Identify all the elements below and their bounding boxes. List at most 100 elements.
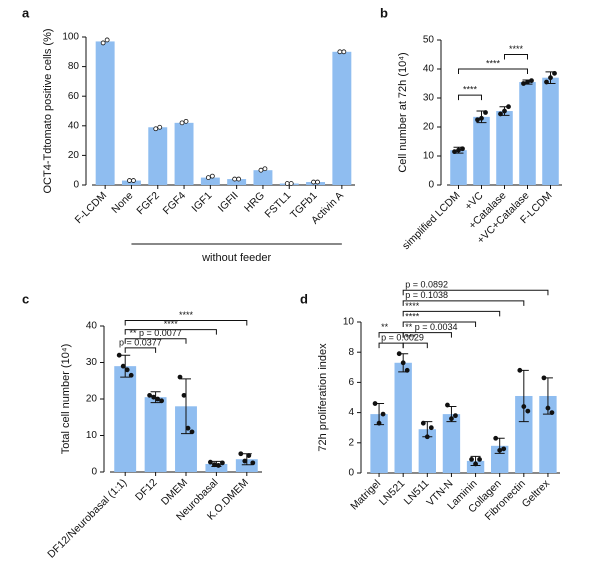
- data-point: [376, 420, 382, 426]
- panel-label: d: [300, 291, 308, 306]
- data-point: [124, 367, 130, 373]
- data-point: [179, 120, 185, 126]
- data-point: [262, 166, 268, 172]
- data-point: [498, 111, 503, 117]
- y-tick-label: 30: [86, 357, 98, 368]
- y-tick-label: 20: [86, 394, 98, 405]
- bar: [496, 111, 513, 185]
- significance-label: ****: [463, 84, 478, 94]
- x-tick-label: simplified LCDM: [400, 190, 463, 253]
- data-point: [242, 458, 248, 464]
- data-point: [341, 49, 347, 55]
- y-tick-label: 60: [68, 91, 80, 102]
- y-tick-label: 4: [348, 407, 354, 418]
- bar: [95, 41, 115, 185]
- significance-bracket: [378, 342, 404, 349]
- y-tick-label: 40: [423, 64, 435, 75]
- data-point: [246, 453, 252, 458]
- bar: [491, 445, 509, 473]
- significance-bracket: [402, 300, 525, 306]
- y-tick-label: 10: [423, 151, 435, 162]
- significance-label: p = 0.1038: [405, 290, 448, 300]
- significance-label: p = 0.0029: [381, 333, 424, 343]
- x-tick-label: Geltrex: [520, 477, 553, 510]
- panel-label: b: [380, 5, 388, 20]
- data-point: [475, 117, 480, 123]
- data-point: [185, 425, 191, 431]
- bar: [466, 460, 485, 473]
- data-point: [147, 392, 153, 398]
- y-tick-label: 20: [68, 150, 80, 161]
- data-point: [501, 446, 507, 452]
- data-point: [525, 408, 531, 414]
- y-tick-label: 30: [423, 93, 435, 104]
- data-point: [460, 146, 465, 152]
- significance-bracket: [124, 320, 248, 326]
- y-tick-label: 40: [86, 321, 98, 332]
- data-point: [497, 447, 503, 453]
- data-point: [131, 178, 136, 183]
- data-point: [337, 49, 343, 55]
- data-point: [549, 410, 555, 416]
- data-point: [311, 179, 316, 185]
- data-point: [517, 367, 523, 373]
- bar: [114, 366, 137, 472]
- data-point: [400, 360, 406, 366]
- data-point: [420, 420, 426, 426]
- x-tick-label: DF12/Neurobasal (1:1): [45, 477, 129, 561]
- bar: [370, 414, 388, 473]
- data-point: [544, 79, 549, 85]
- significance-label: ****: [405, 311, 420, 321]
- y-axis-title: 72h proliferation index: [317, 343, 329, 452]
- bar: [227, 179, 247, 185]
- y-tick-label: 8: [348, 347, 354, 358]
- data-point: [479, 115, 484, 121]
- data-point: [288, 181, 294, 186]
- x-tick-label: IGF1: [189, 189, 214, 214]
- data-point: [380, 411, 386, 417]
- data-point: [473, 461, 478, 467]
- data-point: [449, 416, 454, 422]
- significance-label: ** p = 0.0077: [129, 328, 181, 338]
- bar: [539, 395, 557, 473]
- significance-label: p = 0.0377: [119, 337, 162, 347]
- data-point: [207, 459, 213, 465]
- y-tick-label: 2: [348, 437, 354, 448]
- data-point: [502, 108, 507, 114]
- data-point: [128, 372, 134, 378]
- data-point: [424, 434, 430, 440]
- data-point: [477, 457, 482, 462]
- data-point: [151, 394, 157, 400]
- significance-label: ****: [164, 319, 179, 329]
- significance-bracket: [402, 289, 549, 296]
- data-point: [120, 363, 126, 369]
- y-tick-label: 0: [73, 180, 79, 191]
- significance-bracket: [124, 347, 157, 353]
- data-point: [469, 457, 474, 462]
- bar: [205, 463, 228, 472]
- data-point: [552, 70, 557, 76]
- bar: [175, 406, 197, 472]
- y-tick-label: 80: [68, 61, 80, 72]
- bar: [200, 177, 220, 185]
- significance-label: ****: [486, 58, 501, 68]
- data-point: [396, 351, 402, 357]
- y-axis-title: OCT4-Tdtomato positive cells (%): [42, 28, 54, 193]
- y-tick-label: 50: [423, 35, 435, 46]
- data-point: [219, 460, 225, 466]
- data-point: [205, 175, 211, 181]
- bar: [450, 150, 467, 185]
- y-tick-label: 20: [423, 122, 435, 133]
- significance-label: ** p = 0.0034: [405, 322, 457, 332]
- x-tick-label: Matrigel: [348, 478, 383, 513]
- x-tick-label: LN521: [377, 477, 407, 507]
- significance-bracket: [402, 321, 477, 327]
- bar: [332, 51, 352, 185]
- data-point: [529, 78, 534, 83]
- significance-label: ****: [405, 301, 420, 311]
- x-tick-label: FGF4: [161, 189, 189, 217]
- bar: [253, 170, 273, 185]
- data-point: [258, 167, 264, 173]
- data-point: [541, 375, 547, 381]
- x-tick-label: IGFII: [216, 190, 241, 215]
